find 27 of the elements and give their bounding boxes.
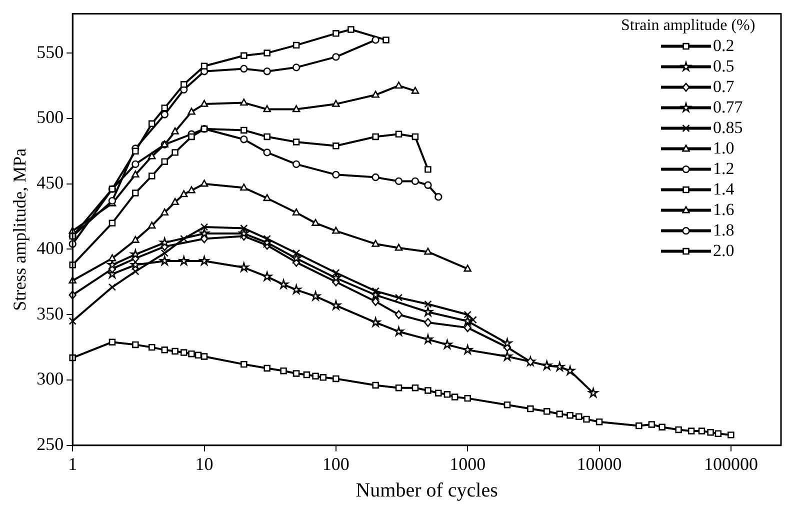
legend-label: 2.0: [713, 240, 734, 260]
legend-label: 1.2: [713, 158, 734, 178]
y-axis-title: Stress amplitude, MPa: [10, 148, 30, 311]
y-tick-label: 550: [36, 42, 64, 62]
y-tick-label: 350: [36, 303, 64, 324]
legend-label: 1.4: [713, 179, 735, 198]
legend-label: 0.7: [713, 76, 735, 96]
legend-label: 1.0: [713, 138, 734, 158]
y-tick-label: 300: [36, 368, 64, 389]
x-tick-label: 100: [322, 454, 350, 474]
legend-label: 0.2: [713, 36, 734, 55]
x-tick-label: 1: [68, 454, 78, 474]
x-tick-label: 10000: [576, 454, 622, 474]
legend-label: 1.8: [713, 220, 734, 240]
legend-label: 0.5: [713, 56, 734, 76]
legend-label: 0.77: [713, 97, 744, 116]
x-axis-title: Number of cycles: [356, 479, 498, 502]
y-tick-label: 500: [36, 107, 64, 128]
y-tick-label: 450: [36, 172, 64, 193]
legend-label: 1.6: [713, 200, 734, 219]
legend-label: 0.85: [713, 118, 743, 137]
x-tick-label: 100000: [704, 454, 758, 474]
legend-title: Strain amplitude (%): [621, 17, 756, 34]
y-tick-label: 400: [36, 238, 64, 258]
x-tick-label: 10: [195, 454, 214, 474]
x-tick-label: 1000: [450, 454, 486, 474]
y-tick-label: 250: [36, 434, 64, 454]
